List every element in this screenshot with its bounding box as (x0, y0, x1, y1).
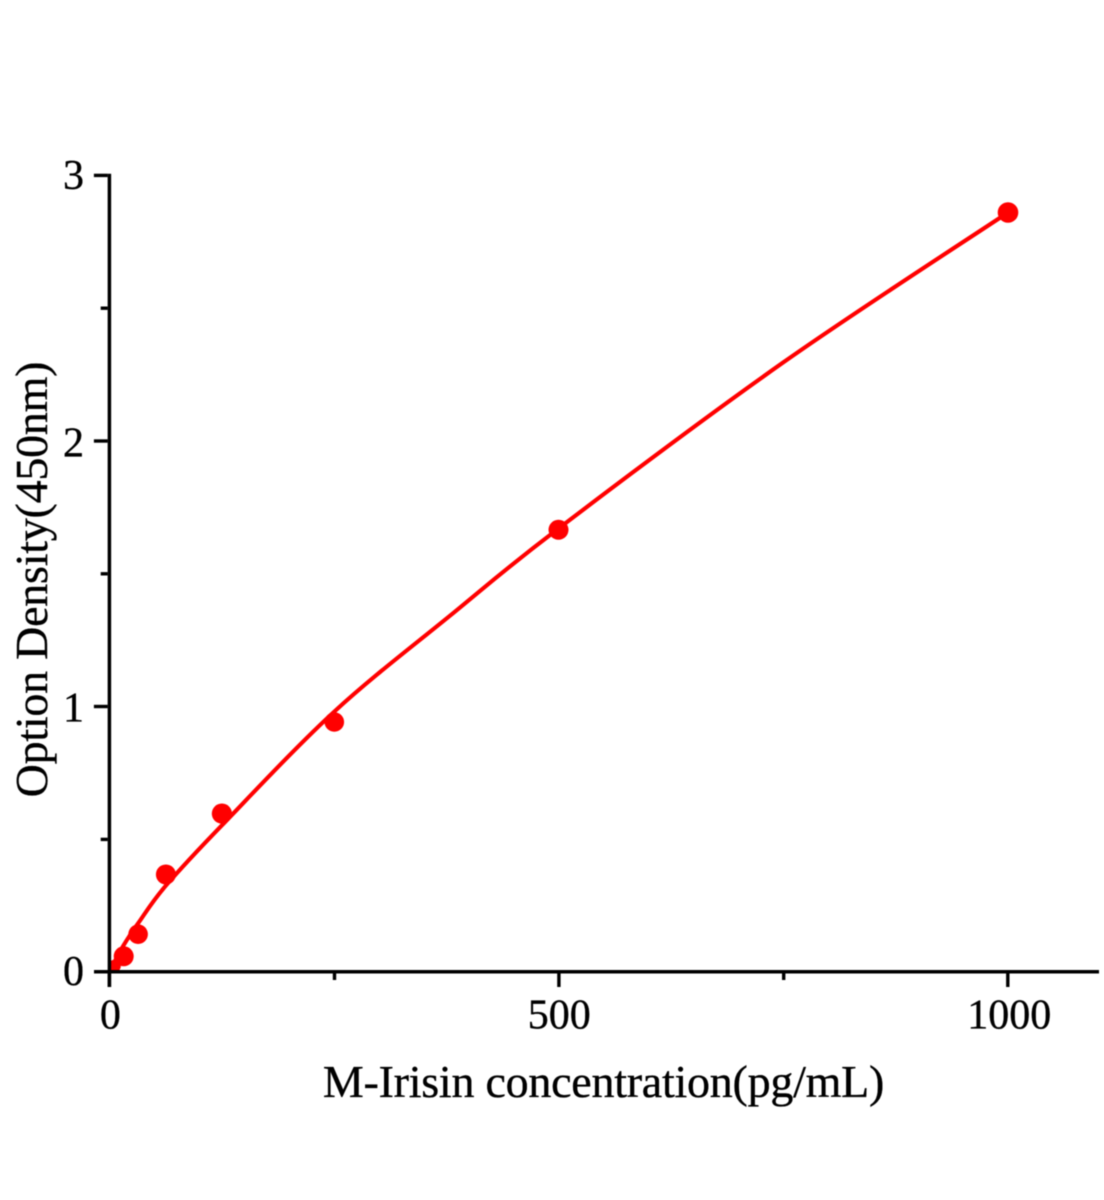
svg-text:0: 0 (100, 993, 121, 1039)
svg-text:1: 1 (63, 685, 84, 731)
svg-text:Option Density(450nm): Option Density(450nm) (6, 362, 57, 798)
svg-text:0: 0 (63, 949, 84, 995)
svg-text:2: 2 (63, 420, 84, 466)
svg-text:M-Irisin concentration(pg/mL): M-Irisin concentration(pg/mL) (323, 1056, 884, 1107)
svg-text:500: 500 (528, 993, 591, 1039)
svg-text:3: 3 (63, 153, 84, 199)
svg-text:1000: 1000 (967, 993, 1051, 1039)
